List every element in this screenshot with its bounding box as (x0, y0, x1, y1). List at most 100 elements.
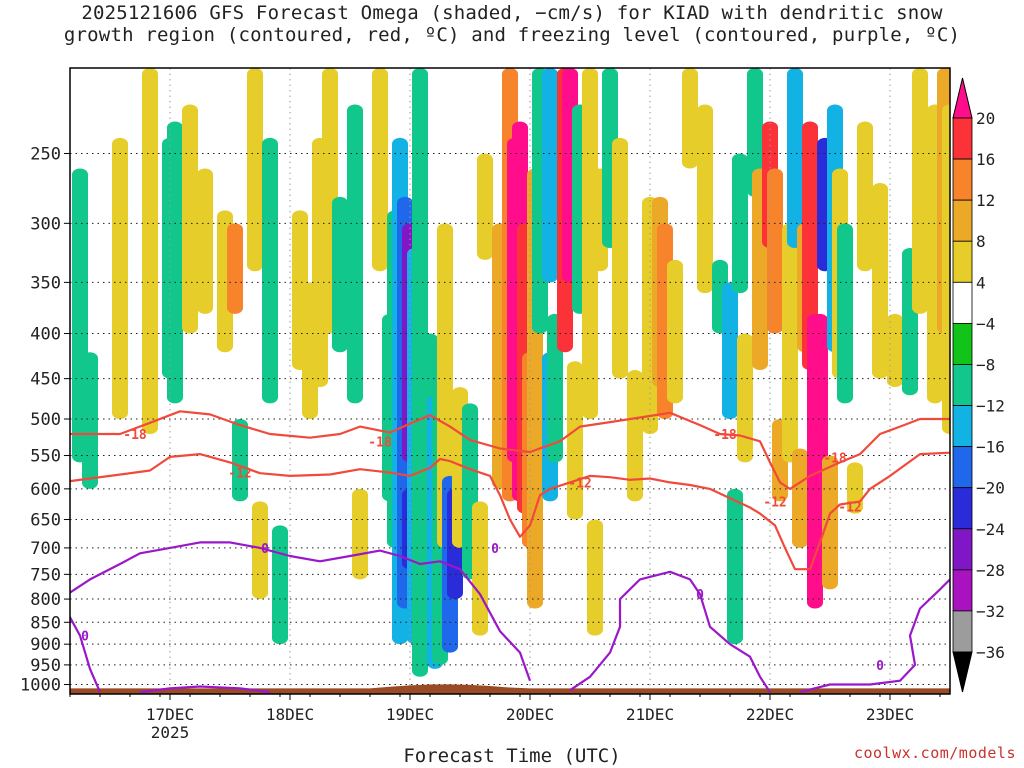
omega-cell (732, 153, 748, 294)
y-tick-label: 300 (30, 214, 61, 234)
omega-cell (787, 68, 803, 249)
omega-cell (112, 137, 128, 420)
y-tick-label: 250 (30, 144, 61, 164)
colorbar-segment (952, 569, 973, 612)
x-tick-sublabel: 2025 (151, 723, 190, 742)
omega-cell (872, 182, 888, 379)
omega-cell (352, 488, 368, 580)
y-tick-label: 850 (30, 613, 61, 633)
colorbar-label: −4 (976, 314, 995, 333)
contour-minus12-label: -12 (228, 467, 251, 482)
omega-cell (332, 196, 348, 353)
pressure-gridlines (70, 68, 950, 694)
y-tick-label: 700 (30, 539, 61, 559)
axes: 2503003504004505005506006507007508008509… (20, 67, 951, 742)
omega-cell (722, 282, 738, 420)
colorbar-label: −32 (976, 602, 1005, 621)
y-tick-label: 900 (30, 635, 61, 655)
omega-cell (697, 104, 713, 294)
colorbar-label: 16 (976, 150, 995, 169)
terrain-surface (70, 684, 950, 694)
colorbar-top-arrow (952, 77, 973, 119)
omega-cell (247, 68, 263, 272)
colorbar-label: −12 (976, 397, 1005, 416)
colorbar-segment (952, 405, 973, 448)
omega-cell (737, 333, 753, 463)
omega-cell (437, 223, 453, 548)
contour-zero-label: 0 (876, 659, 884, 674)
x-tick-label: 19DEC (386, 705, 434, 724)
x-tick-label: 18DEC (266, 705, 314, 724)
colorbar-segment (952, 117, 973, 160)
x-tick-label: 23DEC (866, 705, 914, 724)
omega-cell (272, 525, 288, 645)
contour-minus12-label: -12 (838, 500, 861, 515)
x-tick-label: 20DEC (506, 705, 554, 724)
omega-cell (667, 259, 683, 404)
y-tick-label: 950 (30, 656, 61, 676)
colorbar-legend: 20 16 12 8 4 −4 −8 −12 −16 −20 −24 −28 −32 −36 (952, 77, 1005, 693)
omega-cell (792, 448, 808, 548)
contour-zero-b (569, 570, 771, 693)
colorbar-segment (952, 240, 973, 283)
colorbar-label: 4 (976, 273, 986, 292)
colorbar-segment (952, 528, 973, 571)
y-tick-label: 600 (30, 480, 61, 500)
colorbar-segment (952, 487, 973, 530)
omega-cell (587, 519, 603, 636)
chart-title-line1: 2025121606 GFS Forecast Omega (shaded, −… (81, 2, 943, 24)
source-credit: coolwx.com/models (853, 744, 1016, 762)
colorbar-label: −28 (976, 561, 1005, 580)
y-tick-label: 650 (30, 511, 61, 531)
contour-minus18-label: -18 (713, 428, 737, 443)
contour-minus12-label: -12 (763, 495, 786, 510)
chart-title-line2: growth region (contoured, red, ºC) and f… (63, 24, 961, 46)
y-tick-label: 550 (30, 447, 61, 467)
x-axis-label: Forecast Time (UTC) (403, 745, 621, 767)
omega-cell (547, 313, 563, 463)
contour-minus18 (70, 410, 950, 490)
omega-cell (167, 121, 183, 404)
omega-cell (727, 488, 743, 645)
omega-cell (472, 501, 488, 636)
colorbar-label: −20 (976, 479, 1005, 498)
omega-cell (347, 104, 363, 404)
omega-cell (627, 370, 643, 502)
contour-minus12-label: -12 (568, 476, 591, 491)
omega-cell (567, 361, 583, 520)
contour-minus18-label: -18 (123, 428, 147, 443)
omega-shading (70, 68, 950, 694)
y-tick-label: 350 (30, 273, 61, 293)
omega-cell (232, 419, 248, 502)
omega-cell (682, 68, 698, 169)
colorbar-segment (952, 610, 973, 653)
colorbar-label: −8 (976, 355, 995, 374)
y-tick-label: 800 (30, 590, 61, 610)
colorbar-segment (952, 322, 973, 365)
omega-cell (942, 104, 950, 435)
plot-frame (69, 67, 951, 695)
x-tick-label: 21DEC (626, 705, 674, 724)
x-tick-label: 22DEC (746, 705, 794, 724)
colorbar-label: 12 (976, 191, 995, 210)
omega-cell (887, 313, 903, 388)
colorbar-label: −16 (976, 438, 1005, 457)
contour-zero-label: 0 (81, 630, 89, 645)
colorbar-segment (952, 364, 973, 406)
omega-cell (542, 68, 558, 283)
contour-zero-c (799, 578, 950, 694)
colorbar-label: 8 (976, 232, 986, 251)
y-tick-label: 450 (30, 370, 61, 390)
colorbar-label: 20 (976, 109, 995, 128)
omega-cell (477, 153, 493, 260)
omega-cell (782, 223, 798, 463)
omega-cell (822, 455, 838, 590)
colorbar-bottom-arrow (952, 651, 973, 693)
x-tick-label: 17DEC (146, 705, 194, 724)
omega-cell (612, 137, 628, 379)
omega-cell (582, 68, 598, 420)
omega-cell (857, 121, 873, 272)
y-tick-label: 750 (30, 565, 61, 585)
